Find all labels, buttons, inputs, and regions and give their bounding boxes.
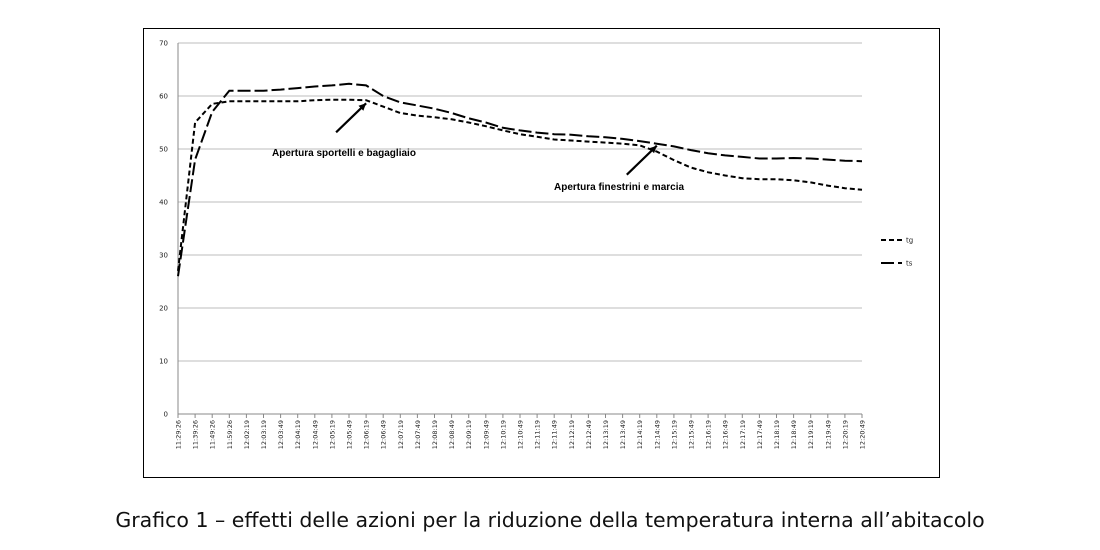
- y-axis: 0 10 20 30 40 50 60 70: [159, 40, 179, 419]
- y-tick-label: 70: [159, 40, 168, 48]
- x-tick-label: 11:29:26: [175, 420, 183, 449]
- x-tick-label: 12:03:19: [260, 420, 268, 449]
- y-tick-label: 10: [159, 358, 168, 366]
- y-tick-label: 0: [164, 411, 168, 419]
- y-tick-label: 20: [159, 305, 168, 313]
- x-tick-label: 12:18:49: [790, 420, 798, 449]
- x-tick-label: 12:16:19: [705, 420, 713, 449]
- x-tick-label: 12:04:19: [294, 420, 302, 449]
- x-tick-label: 12:19:19: [807, 420, 815, 449]
- x-tick-label: 12:14:49: [653, 420, 661, 449]
- figure-caption: Grafico 1 – effetti delle azioni per la …: [115, 508, 985, 532]
- x-tick-label: 12:17:19: [739, 420, 747, 449]
- y-tick-label: 60: [159, 93, 168, 101]
- x-tick-label: 12:09:19: [465, 420, 473, 449]
- x-tick-label: 12:05:19: [328, 420, 336, 449]
- x-tick-label: 12:07:19: [397, 420, 405, 449]
- x-tick-label: 12:04:49: [311, 420, 319, 449]
- x-tick-label: 12:03:49: [277, 420, 285, 449]
- x-tick-label: 12:12:19: [568, 420, 576, 449]
- x-tick-label: 11:39:26: [192, 420, 200, 449]
- series-line-tg: [177, 98, 863, 272]
- annotations: Apertura sportelli e bagagliaio Apertura …: [272, 102, 684, 193]
- series-line-ts: [177, 82, 863, 277]
- x-tick-label: 12:14:19: [636, 420, 644, 449]
- y-tick-label: 30: [159, 252, 168, 260]
- x-tick-label: 12:15:19: [670, 420, 678, 449]
- annotation-arrowhead: [358, 103, 367, 111]
- annotation-arrowhead: [649, 145, 657, 154]
- legend: tg ts: [881, 237, 913, 268]
- series-lines: [177, 82, 863, 277]
- x-tick-label: 12:19:49: [824, 420, 832, 449]
- chart-frame: 0 10 20 30 40 50 60 70 11:29:26 11:39:26 11:49:26…: [143, 28, 940, 478]
- x-tick-label: 12:09:49: [482, 420, 490, 449]
- x-tick-label: 12:08:49: [448, 420, 456, 449]
- legend-label-ts: ts: [906, 260, 913, 268]
- x-tick-label: 12:11:49: [551, 420, 559, 449]
- line-chart: 0 10 20 30 40 50 60 70 11:29:26 11:39:26 11:49:26…: [159, 40, 913, 450]
- x-tick-label: 12:15:49: [688, 420, 696, 449]
- x-tick-label: 12:18:19: [773, 420, 781, 449]
- x-tick-label: 12:06:49: [380, 420, 388, 449]
- x-tick-label: 12:05:49: [346, 420, 354, 449]
- y-tick-label: 40: [159, 199, 168, 207]
- x-tick-label: 12:17:49: [756, 420, 764, 449]
- x-tick-label: 12:20:19: [841, 420, 849, 449]
- y-tick-label: 50: [159, 146, 168, 154]
- gridlines: [178, 42, 862, 415]
- legend-label-tg: tg: [906, 237, 913, 245]
- annotation-label: Apertura finestrini e marcia: [554, 182, 684, 193]
- x-tick-label: 12:16:49: [722, 420, 730, 449]
- x-tick-label: 11:59:26: [226, 420, 234, 449]
- x-tick-label: 12:13:49: [619, 420, 627, 449]
- x-axis: 11:29:26 11:39:26 11:49:26 11:59:26 12:02:19…: [175, 414, 867, 449]
- x-tick-label: 12:11:19: [534, 420, 542, 449]
- x-tick-label: 12:02:19: [243, 420, 251, 449]
- x-tick-label: 12:13:19: [602, 420, 610, 449]
- x-tick-label: 12:20:49: [859, 420, 867, 449]
- x-tick-label: 12:07:49: [414, 420, 422, 449]
- x-tick-label: 11:49:26: [209, 420, 217, 449]
- x-tick-label: 12:10:49: [517, 420, 525, 449]
- x-tick-label: 12:08:19: [431, 420, 439, 449]
- x-tick-label: 12:12:49: [585, 420, 593, 449]
- annotation-label: Apertura sportelli e bagagliaio: [272, 148, 416, 159]
- x-tick-label: 12:10:19: [499, 420, 507, 449]
- x-tick-label: 12:06:19: [363, 420, 371, 449]
